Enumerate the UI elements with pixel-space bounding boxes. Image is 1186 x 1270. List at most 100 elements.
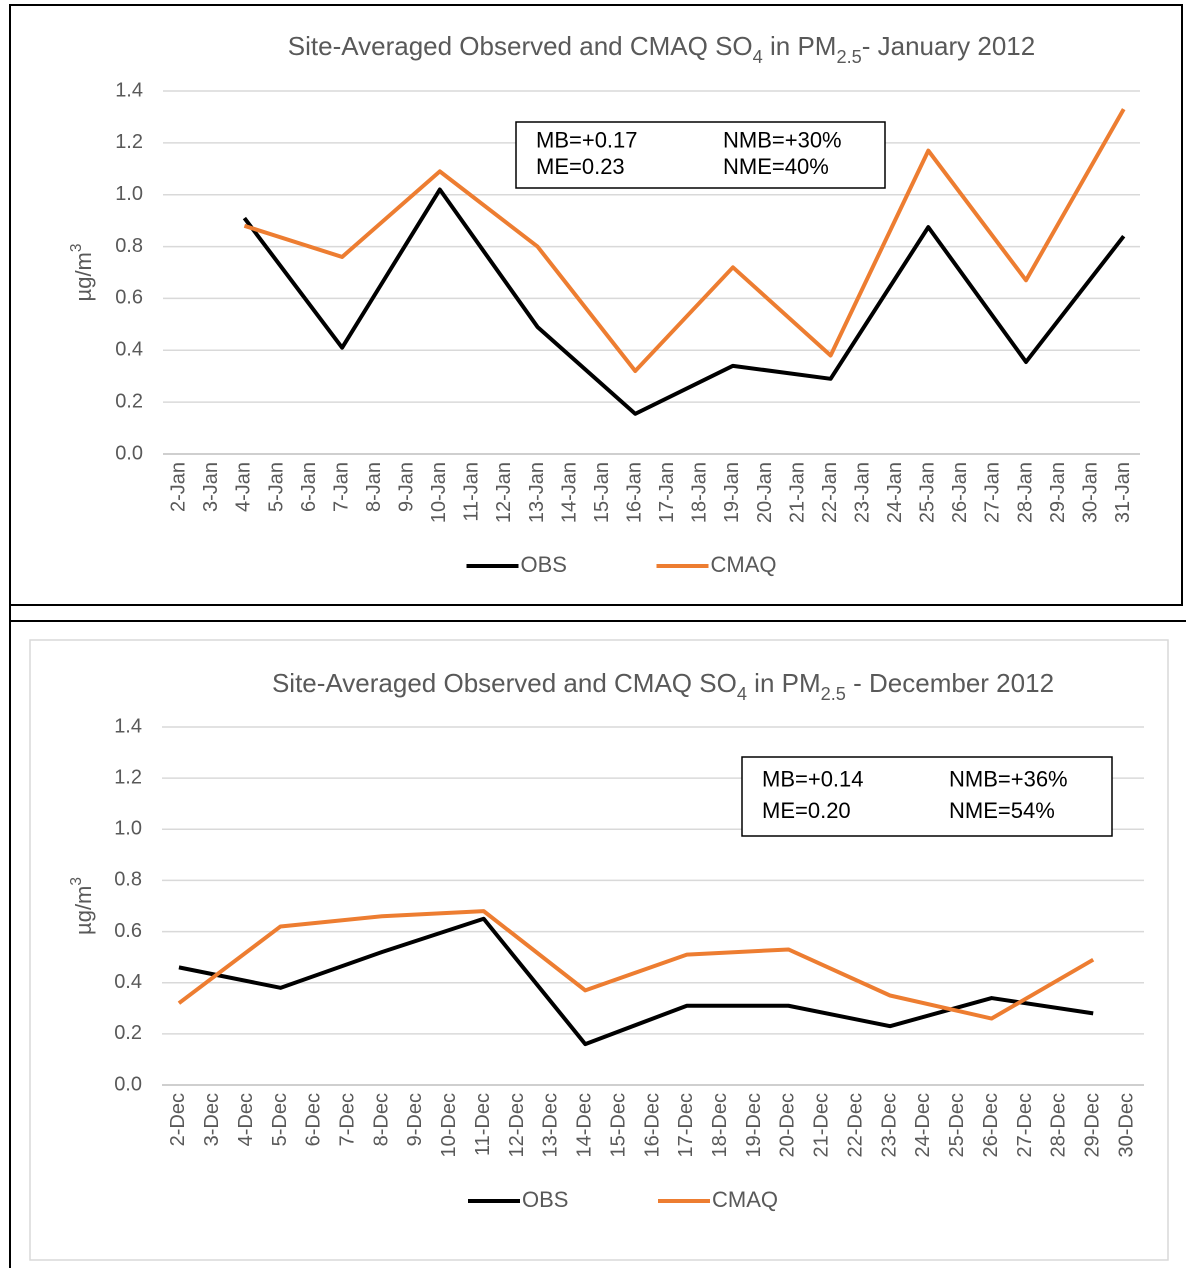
x-tick-label: 7-Jan [330, 462, 352, 512]
stats-text: ME=0.23 [536, 154, 625, 179]
x-tick-label: 15-Dec [607, 1093, 629, 1157]
x-tick-label: 5-Jan [265, 462, 287, 512]
series-line [178, 916, 1094, 1047]
x-tick-label: 9-Dec [404, 1093, 426, 1146]
stats-box [515, 121, 886, 189]
stats-text: MB=+0.17 [536, 128, 638, 153]
stats-text: NME=54% [949, 798, 1055, 823]
legend-label: OBS [521, 552, 567, 577]
y-tick-label: 1.0 [114, 818, 142, 840]
text-part: in PM [747, 668, 821, 698]
x-tick-label: 13-Jan [526, 462, 548, 523]
x-tick-label: 30-Dec [1115, 1093, 1137, 1157]
y-tick-label: 0.6 [115, 287, 143, 309]
y-tick-label: 0.2 [115, 390, 143, 412]
subscript: 2.5 [821, 684, 846, 704]
x-tick-label: 2-Dec [167, 1093, 189, 1146]
x-tick-label: 18-Dec [709, 1093, 731, 1157]
x-tick-label: 2-Jan [168, 462, 190, 512]
x-tick-label: 4-Jan [233, 462, 255, 512]
rich-text: µg/m3 [68, 244, 96, 302]
rich-text: Site-Averaged Observed and CMAQ SO4 in P… [272, 668, 1054, 704]
x-tick-label: 23-Jan [851, 462, 873, 523]
text-part: Site-Averaged Observed and CMAQ SO [272, 668, 737, 698]
y-tick-label: 1.2 [115, 131, 143, 153]
x-tick-label: 26-Dec [980, 1093, 1002, 1157]
legend-label: OBS [522, 1187, 568, 1212]
x-tick-label: 16-Jan [623, 462, 645, 523]
x-tick-label: 21-Jan [786, 462, 808, 523]
text-part: Site-Averaged Observed and CMAQ SO [288, 31, 753, 61]
x-tick-label: 4-Dec [235, 1093, 257, 1146]
legend-label: CMAQ [711, 552, 777, 577]
x-tick-label: 22-Jan [819, 462, 841, 523]
text-part: in PM [763, 31, 837, 61]
x-tick-label: 22-Dec [844, 1093, 866, 1157]
x-tick-label: 12-Jan [493, 462, 515, 523]
text-part: - December 2012 [846, 668, 1054, 698]
y-tick-label: 0.4 [115, 339, 143, 361]
x-tick-label: 10-Jan [428, 462, 450, 523]
x-tick-label: 3-Dec [201, 1093, 223, 1146]
x-tick-label: 16-Dec [641, 1093, 663, 1157]
stats-text: NME=40% [723, 154, 829, 179]
x-tick-label: 12-Dec [506, 1093, 528, 1157]
x-tick-label: 11-Jan [461, 462, 483, 522]
x-tick-label: 20-Dec [777, 1093, 799, 1157]
text-part: µg/m [71, 886, 96, 935]
y-tick-label: 1.0 [115, 183, 143, 205]
y-tick-label: 1.4 [114, 715, 142, 737]
text-part: - January 2012 [862, 31, 1035, 61]
x-tick-label: 18-Jan [689, 462, 711, 523]
x-tick-label: 27-Jan [982, 462, 1004, 523]
x-tick-label: 13-Dec [540, 1093, 562, 1157]
x-tick-label: 29-Jan [1047, 462, 1069, 523]
x-tick-label: 28-Jan [1014, 462, 1036, 523]
x-tick-label: 19-Jan [721, 462, 743, 523]
y-tick-label: 0.8 [114, 869, 142, 891]
x-tick-label: 14-Jan [558, 462, 580, 523]
x-tick-label: 30-Jan [1079, 462, 1101, 523]
y-tick-label: 0.0 [114, 1073, 142, 1095]
text-part: µg/m [71, 252, 96, 301]
y-tick-label: 0.4 [114, 971, 142, 993]
x-tick-label: 15-Jan [591, 462, 613, 523]
y-tick-label: 0.0 [115, 442, 143, 464]
stats-text: ME=0.20 [762, 798, 851, 823]
series-line [242, 187, 1126, 416]
y-tick-label: 1.4 [115, 79, 143, 101]
x-tick-label: 27-Dec [1014, 1093, 1036, 1157]
x-tick-label: 19-Dec [743, 1093, 765, 1157]
stats-text: NMB=+30% [723, 128, 842, 153]
stats-text: MB=+0.14 [762, 767, 864, 792]
x-tick-label: 17-Jan [656, 462, 678, 523]
x-tick-label: 8-Jan [363, 462, 385, 512]
superscript: 3 [68, 877, 85, 886]
x-tick-label: 24-Dec [912, 1093, 934, 1157]
y-tick-label: 1.2 [114, 766, 142, 788]
y-tick-label: 0.8 [115, 235, 143, 257]
stats-text: NMB=+36% [949, 767, 1068, 792]
x-tick-label: 31-Jan [1112, 462, 1134, 523]
x-tick-label: 24-Jan [884, 462, 906, 523]
x-tick-label: 6-Jan [298, 462, 320, 512]
stats-box [741, 756, 1113, 837]
x-tick-label: 9-Jan [396, 462, 418, 512]
subscript: 4 [753, 47, 763, 67]
superscript: 3 [68, 244, 85, 253]
rich-text: µg/m3 [68, 877, 96, 935]
legend-label: CMAQ [712, 1187, 778, 1212]
subscript: 2.5 [836, 47, 861, 67]
chart-border [29, 639, 1169, 1261]
x-tick-label: 21-Dec [811, 1093, 833, 1157]
x-tick-label: 3-Jan [200, 462, 222, 512]
x-tick-label: 20-Jan [754, 462, 776, 523]
y-tick-label: 0.2 [114, 1022, 142, 1044]
x-tick-label: 5-Dec [269, 1093, 291, 1146]
x-tick-label: 11-Dec [472, 1093, 494, 1156]
x-tick-label: 23-Dec [878, 1093, 900, 1157]
x-tick-label: 25-Jan [917, 462, 939, 523]
x-tick-label: 17-Dec [675, 1093, 697, 1157]
x-tick-label: 8-Dec [370, 1093, 392, 1146]
